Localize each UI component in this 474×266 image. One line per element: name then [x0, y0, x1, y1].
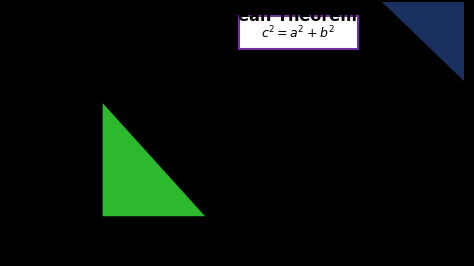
Text: $a = \sqrt{13^2 - 12^2}$: $a = \sqrt{13^2 - 12^2}$ — [245, 111, 336, 132]
Text: $a = 5$: $a = 5$ — [245, 204, 275, 217]
Text: Using the Pythagorean Theorem: Using the Pythagorean Theorem — [64, 9, 357, 24]
Text: a: a — [82, 154, 89, 164]
Polygon shape — [382, 2, 464, 81]
Text: $c^2 = a^2 + b^2$: $c^2 = a^2 + b^2$ — [262, 24, 335, 41]
Polygon shape — [102, 102, 206, 217]
Text: $a = \sqrt{169 - 144}$: $a = \sqrt{169 - 144}$ — [245, 142, 338, 161]
Text: $a = \sqrt{c^2 - b^2}$: $a = \sqrt{c^2 - b^2}$ — [245, 80, 321, 101]
FancyBboxPatch shape — [239, 16, 358, 49]
Text: Find the Value of a:: Find the Value of a: — [133, 43, 233, 53]
Text: $a^2 = c^2 - b^2$: $a^2 = c^2 - b^2$ — [245, 49, 315, 66]
Text: 13: 13 — [160, 139, 173, 148]
Text: $a = \sqrt{25}$: $a = \sqrt{25}$ — [245, 173, 293, 192]
Text: 12: 12 — [160, 235, 173, 246]
